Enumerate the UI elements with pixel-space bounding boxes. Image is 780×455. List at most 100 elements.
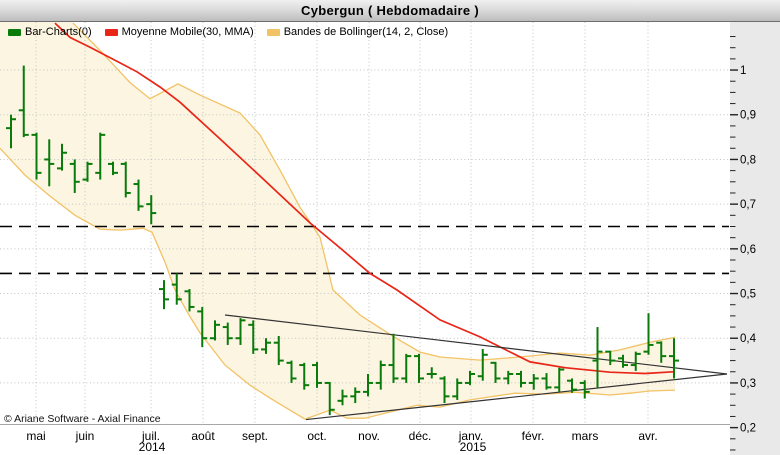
ohlc-bar xyxy=(31,132,42,180)
mma-line xyxy=(54,22,674,375)
ohlc-bar xyxy=(554,367,565,392)
month-label: janv. xyxy=(458,429,483,443)
ohlc-bar xyxy=(57,143,67,171)
ohlc-bar xyxy=(108,161,118,176)
ohlc-bar xyxy=(567,378,577,393)
month-label: août xyxy=(191,429,215,443)
ohlc-bar xyxy=(171,273,182,305)
month-label: mars xyxy=(572,429,599,443)
ohlc-bar xyxy=(133,179,144,211)
month-label: juil. xyxy=(141,429,160,443)
bollinger-band-fill xyxy=(0,22,675,420)
ohlc-bar xyxy=(146,195,157,225)
month-label: nov. xyxy=(358,429,380,443)
ohlc-bar xyxy=(69,159,80,193)
y-axis-panel xyxy=(730,22,780,455)
y-tick-label: 1 xyxy=(740,65,746,77)
trendline-upper xyxy=(224,314,728,375)
ohlc-bar xyxy=(375,360,386,390)
copyright-text: © Ariane Software - Axial Finance xyxy=(4,413,161,425)
ohlc-bar xyxy=(18,65,29,138)
legend-item-bar-charts: Bar-Charts(0) xyxy=(8,26,92,38)
ohlc-bar xyxy=(426,367,437,379)
ohlc-bar xyxy=(414,353,424,383)
ohlc-bar xyxy=(656,341,667,363)
month-label: oct. xyxy=(307,429,326,443)
y-tick-label: 0,7 xyxy=(740,199,756,211)
bar-charts-swatch-icon xyxy=(8,28,21,36)
ohlc-bar xyxy=(669,338,679,379)
ohlc-bar xyxy=(363,373,373,397)
y-tick-label: 0,6 xyxy=(740,244,756,256)
ohlc-bar xyxy=(643,313,654,355)
ohlc-bar xyxy=(222,322,233,345)
bandes-bollinger-swatch-icon xyxy=(266,28,280,36)
ohlc-bar xyxy=(324,381,335,416)
ohlc-bar xyxy=(261,338,271,354)
month-label: avr. xyxy=(638,429,657,443)
moyenne-mobile-swatch-icon xyxy=(104,28,118,36)
legend-label-bar-charts: Bar-Charts(0) xyxy=(25,26,92,38)
price-chart-canvas[interactable]: 1 0,9 0,8 0,7 0,6 0,5 0,4 0,3 0,2 mai juin juil. aoû… xyxy=(0,22,780,455)
ohlc-bar xyxy=(286,360,297,383)
ohlc-bar xyxy=(541,373,552,390)
y-tick-label: 0,2 xyxy=(740,423,756,435)
ohlc-bar xyxy=(120,161,131,198)
ohlc-bar xyxy=(337,389,348,406)
year-label: 2015 xyxy=(460,440,487,454)
chart-area[interactable]: 1 0,9 0,8 0,7 0,6 0,5 0,4 0,3 0,2 mai juin juil. aoû… xyxy=(0,22,780,455)
ohlc-bar xyxy=(248,320,259,354)
ohlc-bar xyxy=(6,114,16,149)
ohlc-bar xyxy=(197,306,208,348)
ohlc-bar xyxy=(477,348,488,381)
legend: Bar-Charts(0) Moyenne Mobile(30, MMA) Ba… xyxy=(8,25,448,39)
legend-item-moyenne-mobile: Moyenne Mobile(30, MMA) xyxy=(104,26,254,38)
month-label: déc. xyxy=(409,429,432,443)
legend-label-moyenne-mobile: Moyenne Mobile(30, MMA) xyxy=(121,26,254,38)
bollinger-upper-line xyxy=(72,22,676,361)
ohlc-bar xyxy=(235,318,246,345)
y-axis-ticks xyxy=(730,36,738,451)
month-label: mai xyxy=(26,429,45,443)
month-label: sept. xyxy=(242,429,268,443)
ohlc-bar xyxy=(439,376,450,404)
ohlc-bar xyxy=(159,280,169,310)
ohlc-bar xyxy=(465,370,475,386)
title-bar[interactable]: Cybergun ( Hebdomadaire ) xyxy=(0,0,780,22)
ohlc-bar xyxy=(490,361,501,383)
ohlc-bar xyxy=(388,333,399,383)
y-tick-label: 0,8 xyxy=(740,154,756,166)
ohlc-bar xyxy=(44,139,55,187)
ohlc-bar xyxy=(452,378,463,400)
legend-label-bandes-bollinger: Bandes de Bollinger(14, 2, Close) xyxy=(283,26,449,38)
ohlc-bar xyxy=(605,350,616,366)
y-tick-label: 0,4 xyxy=(740,333,757,345)
ohlc-bar xyxy=(82,161,93,182)
month-label: juin xyxy=(75,429,95,443)
y-tick-label: 0,9 xyxy=(740,110,756,122)
ohlc-bar xyxy=(210,320,220,341)
ohlc-bar xyxy=(618,354,628,368)
ohlc-bar xyxy=(516,370,526,388)
y-tick-label: 0,5 xyxy=(740,289,756,301)
chart-title: Cybergun ( Hebdomadaire ) xyxy=(301,3,479,18)
ohlc-bar xyxy=(401,353,412,383)
ohlc-bar xyxy=(299,362,310,390)
ohlc-bar xyxy=(350,387,361,404)
ohlc-bar xyxy=(592,327,603,388)
ohlc-bar xyxy=(273,335,284,366)
ohlc-bar xyxy=(503,370,514,385)
ohlc-bar xyxy=(579,380,590,399)
trendline-lower xyxy=(305,373,728,421)
legend-item-bandes-bollinger: Bandes de Bollinger(14, 2, Close) xyxy=(266,26,449,38)
year-label: 2014 xyxy=(139,440,166,454)
ohlc-bar xyxy=(95,132,106,180)
month-label: févr. xyxy=(522,429,545,443)
ohlc-bar xyxy=(312,361,322,388)
y-tick-label: 0,3 xyxy=(740,378,756,390)
ohlc-bar xyxy=(184,289,195,312)
ohlc-bar xyxy=(528,373,539,390)
price-bars xyxy=(6,65,679,416)
ohlc-bar xyxy=(630,351,641,371)
